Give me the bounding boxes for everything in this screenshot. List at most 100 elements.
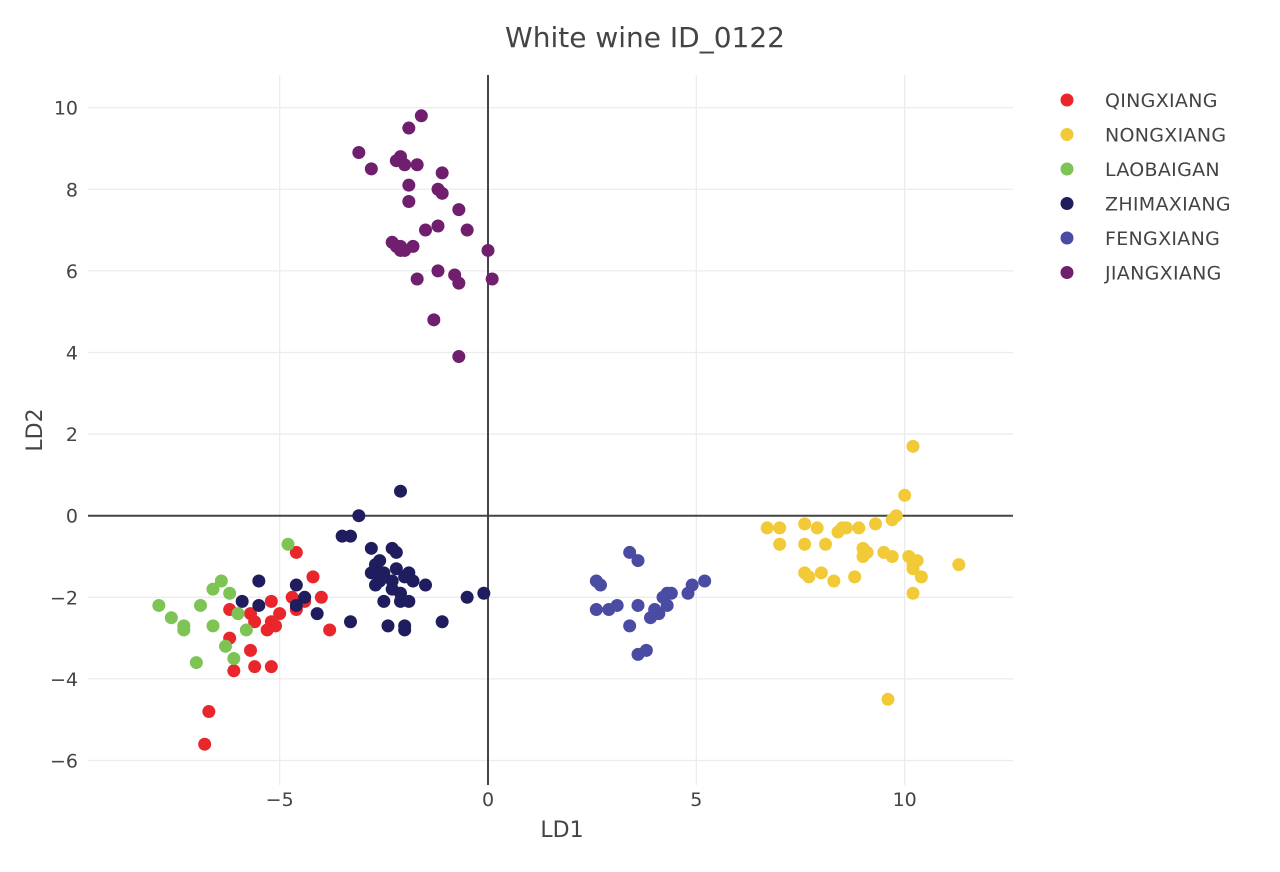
point-laobaigan: [206, 619, 220, 633]
point-qingxiang: [314, 590, 328, 604]
point-zhimaxiang: [310, 607, 324, 621]
point-laobaigan: [223, 586, 237, 600]
legend-marker-jiangxiang: [1060, 266, 1074, 279]
point-jiangxiang: [352, 146, 366, 160]
y-tick-label: 10: [54, 98, 78, 120]
point-jiangxiang: [452, 203, 466, 217]
point-qingxiang: [244, 643, 257, 657]
point-nongxiang: [852, 521, 866, 535]
gridlines: [88, 75, 1013, 785]
point-laobaigan: [206, 582, 220, 596]
point-zhimaxiang: [344, 615, 357, 629]
point-laobaigan: [194, 598, 207, 612]
point-nongxiang: [885, 513, 899, 527]
point-fengxiang: [623, 619, 637, 633]
point-nongxiang: [906, 586, 920, 600]
point-laobaigan: [152, 598, 166, 612]
y-tick-label: −4: [50, 669, 78, 691]
y-tick-label: 8: [66, 179, 78, 201]
point-jiangxiang: [414, 109, 428, 123]
point-laobaigan: [227, 652, 241, 666]
point-nongxiang: [773, 537, 787, 551]
point-laobaigan: [281, 537, 295, 551]
legend-label-qingxiang: QINGXIANG: [1105, 90, 1218, 112]
point-qingxiang: [264, 594, 278, 608]
point-zhimaxiang: [406, 574, 420, 588]
point-nongxiang: [898, 488, 912, 502]
point-jiangxiang: [427, 313, 441, 327]
point-jiangxiang: [452, 350, 466, 364]
point-jiangxiang: [460, 223, 474, 237]
y-tick-label: 2: [66, 424, 78, 446]
point-zhimaxiang: [364, 541, 378, 555]
x-tick-label: 5: [690, 789, 702, 811]
point-zhimaxiang: [352, 509, 366, 523]
point-laobaigan: [231, 607, 245, 621]
tick-labels: −5 0 5 10 −6 −4 −2 0 2 4 6 8 10: [50, 98, 917, 811]
y-tick-label: −2: [50, 587, 78, 609]
point-nongxiang: [827, 574, 841, 588]
point-fengxiang: [623, 545, 637, 559]
point-zhimaxiang: [419, 578, 432, 592]
point-zhimaxiang: [389, 545, 403, 559]
point-zhimaxiang: [381, 619, 395, 633]
point-nongxiang: [773, 521, 787, 535]
point-qingxiang: [306, 570, 320, 584]
x-tick-label: 10: [893, 789, 917, 811]
point-zhimaxiang: [289, 598, 303, 612]
point-jiangxiang: [452, 276, 466, 290]
point-zhimaxiang: [389, 562, 403, 576]
point-zhimaxiang: [398, 623, 412, 637]
point-fengxiang: [660, 598, 674, 612]
point-fengxiang: [648, 603, 662, 617]
point-laobaigan: [164, 611, 178, 625]
legend-label-zhimaxiang: ZHIMAXIANG: [1105, 194, 1231, 216]
point-qingxiang: [289, 545, 303, 559]
y-tick-label: −6: [50, 751, 78, 773]
x-axis-title: LD1: [540, 818, 583, 843]
legend: QINGXIANG NONGXIANG LAOBAIGAN ZHIMAXIANG FEN…: [1060, 90, 1231, 285]
point-laobaigan: [189, 656, 203, 670]
point-zhimaxiang: [252, 598, 266, 612]
point-zhimaxiang: [477, 586, 491, 600]
x-tick-label: −5: [266, 789, 294, 811]
point-zhimaxiang: [394, 484, 407, 498]
point-nongxiang: [906, 562, 920, 576]
point-qingxiang: [198, 737, 212, 751]
point-nongxiang: [952, 558, 966, 572]
point-fengxiang: [631, 647, 645, 661]
point-fengxiang: [631, 598, 645, 612]
point-qingxiang: [227, 664, 241, 678]
point-jiangxiang: [402, 178, 416, 192]
point-jiangxiang: [419, 223, 432, 237]
legend-marker-zhimaxiang: [1060, 197, 1074, 210]
point-zhimaxiang: [344, 529, 357, 543]
point-fengxiang: [698, 574, 712, 588]
point-qingxiang: [244, 607, 257, 621]
point-laobaigan: [177, 623, 191, 637]
data-points: [152, 109, 966, 751]
legend-marker-fengxiang: [1060, 231, 1074, 245]
point-zhimaxiang: [298, 590, 312, 604]
point-nongxiang: [810, 521, 824, 535]
point-jiangxiang: [435, 186, 449, 200]
point-jiangxiang: [402, 121, 416, 135]
point-nongxiang: [760, 521, 774, 535]
point-zhimaxiang: [435, 615, 449, 629]
point-qingxiang: [323, 623, 337, 637]
point-zhimaxiang: [373, 554, 387, 568]
point-nongxiang: [914, 570, 928, 584]
point-qingxiang: [248, 660, 262, 674]
y-tick-label: 6: [66, 261, 78, 283]
point-nongxiang: [856, 549, 870, 563]
point-jiangxiang: [406, 239, 420, 253]
point-fengxiang: [681, 586, 695, 600]
point-jiangxiang: [394, 239, 407, 253]
point-fengxiang: [631, 554, 645, 568]
point-jiangxiang: [431, 219, 445, 233]
y-tick-label: 4: [66, 342, 78, 364]
x-tick-label: 0: [482, 789, 494, 811]
point-nongxiang: [802, 570, 816, 584]
